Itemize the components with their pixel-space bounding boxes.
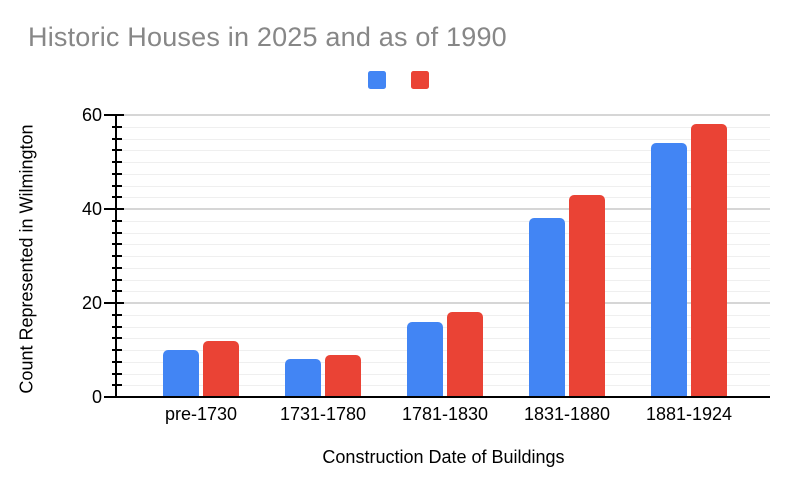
- x-tick-label: 1881-1924: [645, 404, 733, 424]
- y-tick-label: 0: [91, 387, 102, 407]
- plot-area: [117, 114, 770, 397]
- bar-blue-pre-1730: [163, 350, 199, 397]
- minor-gridline: [117, 220, 770, 222]
- minor-gridline: [117, 291, 770, 293]
- minor-gridline: [117, 373, 770, 375]
- major-gridline: [117, 302, 770, 304]
- minor-tick: [112, 172, 122, 175]
- bar-blue-1881-1924: [651, 143, 687, 397]
- minor-gridline: [117, 126, 770, 128]
- bar-blue-1731-1780: [285, 359, 321, 397]
- minor-tick: [112, 384, 122, 387]
- y-tick-label: 60: [81, 105, 102, 125]
- minor-tick: [112, 161, 122, 163]
- y-axis-title: Count Represented in Wilmington: [16, 124, 37, 394]
- minor-tick: [112, 372, 122, 375]
- minor-tick: [112, 231, 122, 234]
- minor-tick: [112, 313, 122, 316]
- bar-blue-1831-1880: [529, 218, 565, 397]
- minor-gridline: [117, 326, 770, 328]
- minor-gridline: [117, 232, 770, 234]
- x-tick-label: pre-1730: [164, 404, 238, 424]
- minor-tick: [112, 349, 122, 351]
- minor-tick: [112, 337, 122, 340]
- minor-gridline: [117, 185, 770, 187]
- minor-gridline: [117, 162, 770, 163]
- legend-swatch-red: [411, 71, 429, 89]
- minor-tick: [112, 219, 122, 222]
- major-gridline: [117, 114, 770, 116]
- bar-red-1881-1924: [691, 124, 727, 397]
- legend-swatch-blue: [368, 71, 386, 89]
- minor-tick: [112, 125, 122, 128]
- minor-tick: [112, 290, 122, 293]
- bar-red-1731-1780: [325, 354, 361, 397]
- minor-tick: [112, 196, 122, 199]
- minor-gridline: [117, 314, 770, 316]
- minor-gridline: [117, 173, 770, 175]
- major-tick: [104, 114, 124, 116]
- minor-tick: [112, 184, 122, 187]
- minor-tick: [112, 266, 122, 269]
- bar-red-1831-1880: [569, 194, 605, 397]
- minor-tick: [112, 360, 122, 363]
- minor-gridline: [117, 150, 770, 152]
- bar-blue-1781-1830: [407, 321, 443, 397]
- minor-gridline: [117, 138, 770, 140]
- x-tick-label: 1781-1830: [401, 404, 489, 424]
- chart-title: Historic Houses in 2025 and as of 1990: [28, 22, 507, 52]
- minor-tick: [112, 278, 122, 281]
- legend: [0, 71, 797, 89]
- minor-gridline: [117, 197, 770, 199]
- x-axis-line: [115, 396, 770, 398]
- minor-gridline: [117, 350, 770, 351]
- minor-gridline: [117, 244, 770, 246]
- minor-tick: [112, 325, 122, 328]
- major-tick: [104, 302, 124, 304]
- y-tick-label: 20: [81, 293, 102, 313]
- x-tick-label: 1831-1880: [523, 404, 611, 424]
- minor-tick: [112, 255, 122, 257]
- x-axis-title: Construction Date of Buildings: [322, 447, 565, 467]
- minor-gridline: [117, 256, 770, 257]
- y-tick-label: 40: [81, 199, 102, 219]
- major-tick: [104, 396, 124, 398]
- major-tick: [104, 208, 124, 210]
- minor-gridline: [117, 338, 770, 340]
- minor-gridline: [117, 361, 770, 363]
- minor-gridline: [117, 267, 770, 269]
- bar-red-pre-1730: [203, 340, 239, 397]
- bar-red-1781-1830: [447, 312, 483, 397]
- x-tick-label: 1731-1780: [279, 404, 367, 424]
- minor-tick: [112, 243, 122, 246]
- minor-gridline: [117, 279, 770, 281]
- minor-gridline: [117, 385, 770, 387]
- major-gridline: [117, 208, 770, 210]
- minor-tick: [112, 149, 122, 152]
- minor-tick: [112, 137, 122, 140]
